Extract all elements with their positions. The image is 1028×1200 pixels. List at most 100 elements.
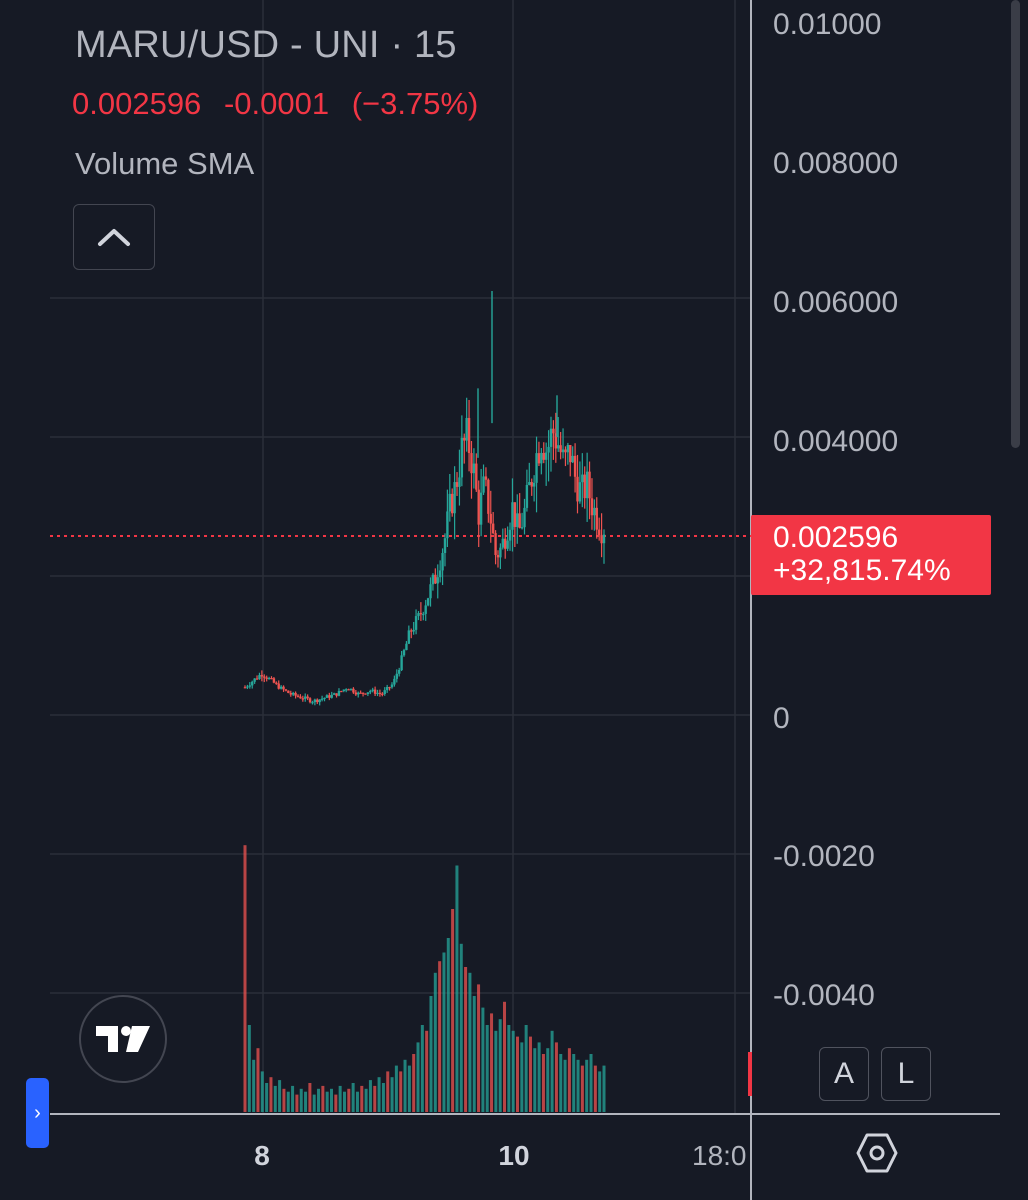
candle-body (320, 698, 324, 700)
volume-bar (247, 1025, 251, 1112)
candle-body (267, 678, 271, 680)
candle-body (520, 527, 524, 529)
candle-body (547, 446, 550, 453)
candle-body (431, 574, 435, 585)
price-label-change: +32,815.74% (773, 554, 951, 587)
candle-body (542, 452, 545, 460)
last-price-value: 0.002596 (72, 86, 202, 121)
candle-body (330, 694, 333, 698)
candle-body (258, 675, 261, 679)
candle-body (287, 690, 290, 694)
candle-body (301, 698, 305, 700)
volume-bar (403, 1059, 407, 1112)
candle-body (318, 699, 321, 703)
volume-bar (381, 1083, 385, 1112)
candle-body (590, 498, 594, 516)
volume-bar (321, 1085, 325, 1112)
x-tick-label: 18:0 (692, 1140, 747, 1171)
candle-body (477, 489, 480, 525)
candle-body (441, 552, 444, 571)
volume-bar (299, 1088, 303, 1112)
candle-body (272, 678, 276, 683)
candle-body (448, 493, 451, 512)
candle-body (378, 692, 382, 695)
candle-body (564, 449, 567, 453)
volume-bar (265, 1083, 269, 1112)
volume-bar (291, 1085, 295, 1112)
volume-bar (269, 1077, 273, 1112)
volume-bar (477, 984, 481, 1112)
volume-bar (308, 1083, 312, 1112)
object-tree-toggle[interactable]: › (26, 1078, 49, 1148)
price-scale-scrollbar[interactable] (1011, 0, 1020, 448)
candle-body (460, 437, 464, 478)
candle-body (419, 613, 423, 615)
volume-bar (373, 1085, 377, 1112)
y-tick-label: 0.008000 (773, 147, 898, 180)
volume-bar (481, 1007, 485, 1112)
candle-body (472, 463, 476, 474)
candle-body (251, 681, 254, 686)
volume-bar (511, 1030, 515, 1112)
volume-bar (368, 1080, 372, 1112)
candle-body (248, 685, 252, 687)
auto-scale-button[interactable]: A (819, 1047, 869, 1101)
candle-body (549, 428, 553, 447)
candle-body (484, 476, 488, 480)
volume-bar (286, 1091, 290, 1112)
collapse-legend-button[interactable] (73, 204, 155, 270)
symbol-title[interactable]: MARU/USD - UNI · 15 (75, 24, 457, 66)
candle-body (313, 699, 317, 703)
candle-body (491, 523, 495, 534)
candle-body (482, 476, 485, 493)
tradingview-logo[interactable] (79, 995, 167, 1083)
candle-body (602, 534, 606, 544)
candle-body (306, 696, 309, 699)
candle-body (296, 695, 300, 697)
log-scale-button[interactable]: L (881, 1047, 931, 1101)
volume-bar (515, 1036, 519, 1112)
candle-body (349, 688, 353, 690)
chart-settings-button[interactable] (855, 1131, 899, 1175)
candle-body (446, 511, 449, 539)
candle-body (340, 690, 343, 693)
candle-body (260, 675, 264, 677)
volume-bar (347, 1088, 351, 1112)
candle-body (530, 482, 533, 487)
candle-body (253, 678, 256, 682)
candle-body (417, 613, 420, 617)
candle-body (332, 693, 336, 695)
candle-body (265, 677, 268, 679)
volume-scale-marker (748, 1052, 752, 1096)
candle-body (402, 650, 406, 656)
volume-bar (559, 1054, 563, 1112)
volume-bar (468, 972, 472, 1112)
candle-body (583, 474, 586, 499)
candle-body (361, 692, 365, 694)
candle-body (463, 437, 466, 441)
candle-body (544, 452, 548, 460)
indicator-legend-volume-sma[interactable]: Volume SMA (75, 146, 255, 181)
candle-body (581, 474, 584, 483)
volume-bar (490, 1013, 494, 1112)
candle-body (559, 445, 562, 453)
volume-bar (295, 1094, 299, 1112)
candle-body (569, 444, 572, 463)
volume-bar (451, 909, 455, 1112)
volume-bar (580, 1065, 584, 1112)
candle-body (294, 692, 297, 696)
candle-body (359, 692, 362, 694)
volume-bar (278, 1080, 282, 1112)
volume-bar (377, 1077, 381, 1112)
candle-body (516, 513, 519, 527)
volume-bar (593, 1065, 597, 1112)
last-price-label: 0.002596 +32,815.74% (751, 515, 991, 595)
candle-body (496, 554, 500, 558)
candle-body (443, 538, 447, 553)
volume-bar (273, 1085, 277, 1112)
volume-bar (446, 938, 450, 1112)
candle-body (532, 482, 536, 487)
candle-body (537, 453, 541, 464)
candle-body (422, 613, 425, 616)
